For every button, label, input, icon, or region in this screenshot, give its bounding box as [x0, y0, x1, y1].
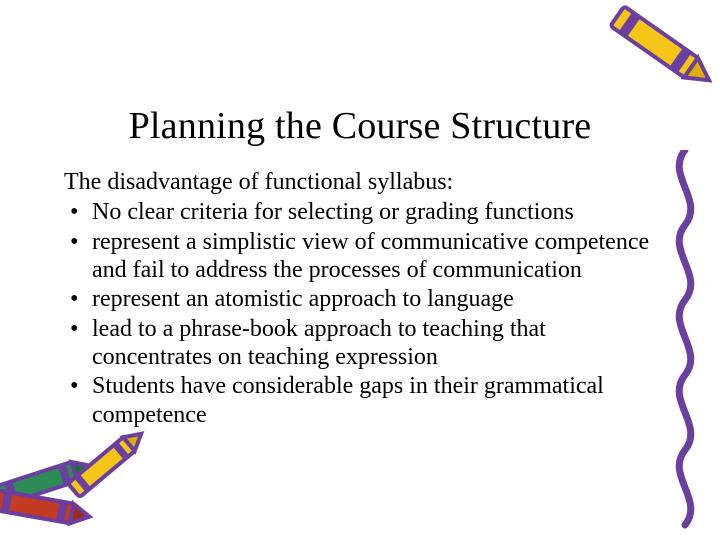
- slide-body: The disadvantage of functional syllabus:…: [64, 168, 656, 430]
- bullet-item: No clear criteria for selecting or gradi…: [64, 198, 656, 226]
- crayon-cluster-icon: [0, 412, 152, 532]
- intro-text: The disadvantage of functional syllabus:: [64, 168, 656, 196]
- slide: Planning the Course Structure The disadv…: [0, 0, 720, 540]
- bullet-item: represent a simplistic view of communica…: [64, 228, 656, 285]
- bullet-item: represent an atomistic approach to langu…: [64, 285, 656, 313]
- bullet-item: Students have considerable gaps in their…: [64, 372, 656, 429]
- bullet-list: No clear criteria for selecting or gradi…: [64, 198, 656, 429]
- bullet-item: lead to a phrase-book approach to teachi…: [64, 315, 656, 372]
- crayon-yellow-icon: [586, 0, 720, 108]
- squiggle-icon: [660, 150, 710, 530]
- slide-title: Planning the Course Structure: [0, 104, 720, 148]
